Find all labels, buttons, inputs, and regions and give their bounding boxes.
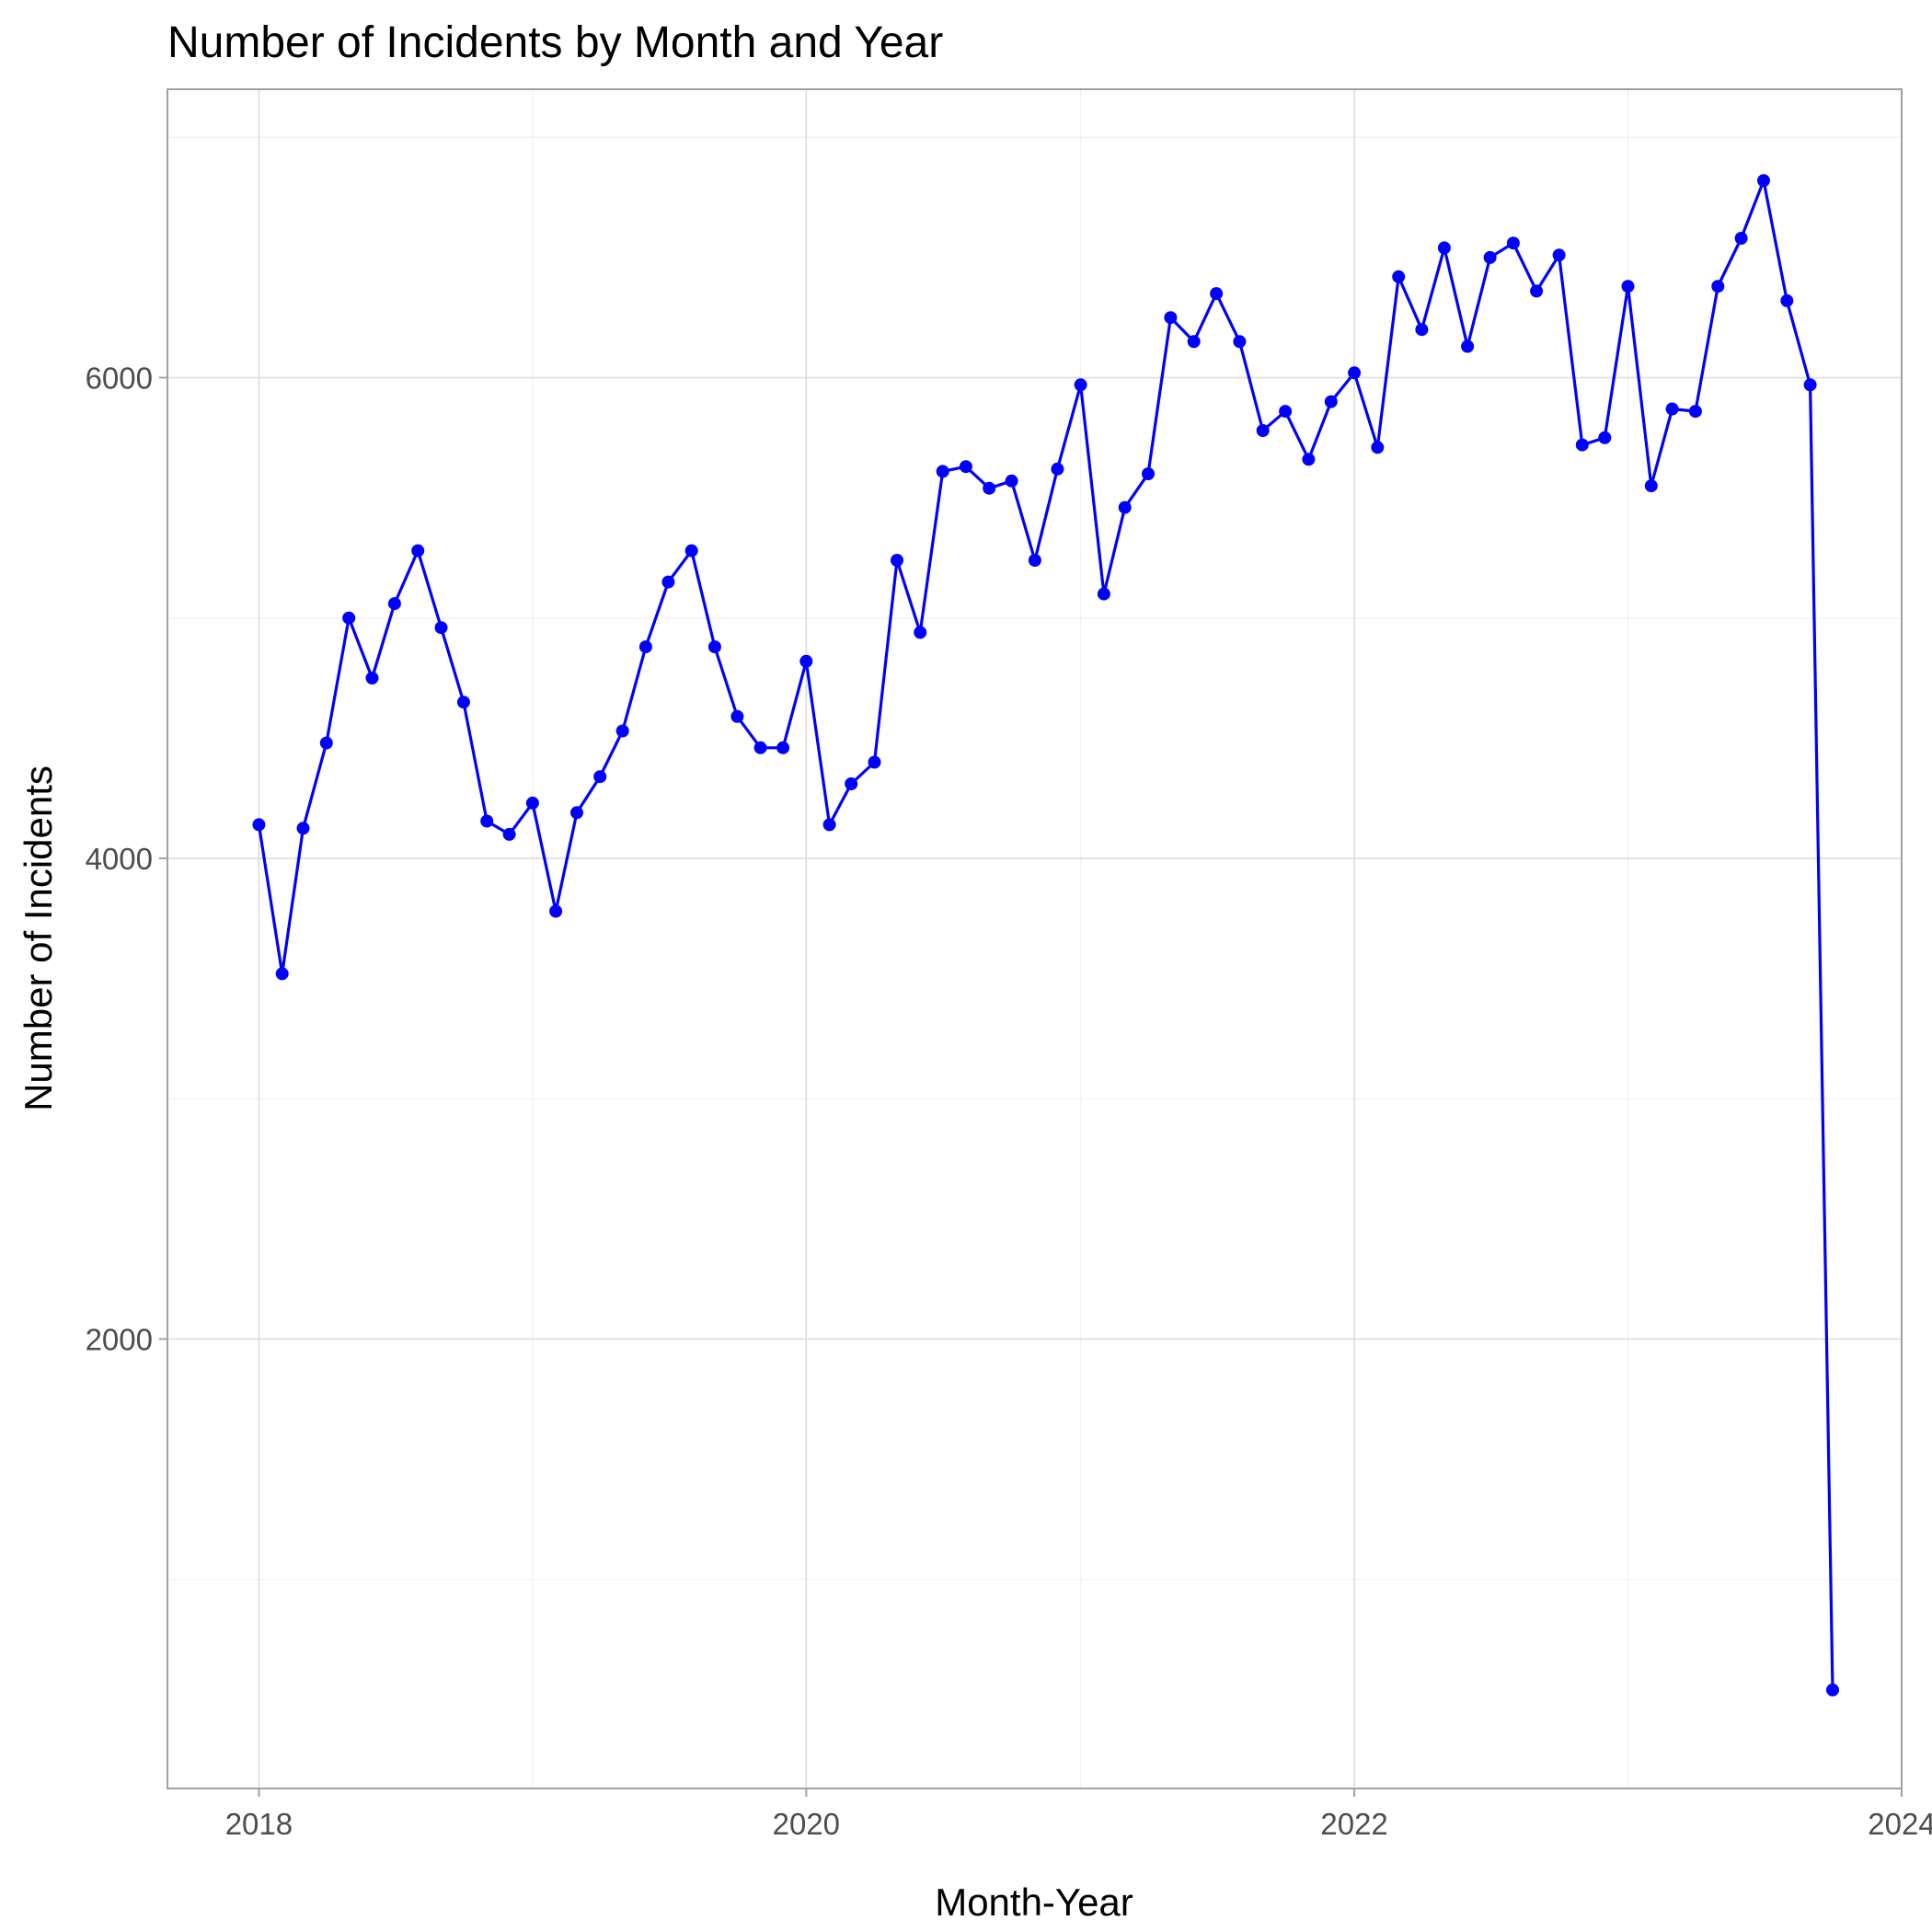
data-point xyxy=(1803,378,1817,392)
data-point xyxy=(296,822,310,835)
data-point xyxy=(365,672,379,684)
data-point xyxy=(1051,462,1064,476)
data-point xyxy=(1826,1683,1839,1696)
data-point xyxy=(868,755,881,769)
data-point xyxy=(1279,405,1293,419)
data-point xyxy=(593,770,607,784)
data-point xyxy=(1483,250,1497,264)
data-point xyxy=(480,814,494,828)
y-tick-labels: 2000 4000 6000 xyxy=(86,361,153,1356)
data-point xyxy=(1644,479,1658,493)
data-point xyxy=(1711,280,1725,293)
data-point xyxy=(845,777,858,790)
plot-panel xyxy=(167,88,1903,1789)
data-point xyxy=(983,481,996,495)
data-point xyxy=(661,575,675,589)
data-point xyxy=(1575,438,1589,452)
x-tick-label: 2024 xyxy=(1868,1807,1932,1841)
data-point xyxy=(1734,232,1748,245)
data-point xyxy=(1164,311,1178,325)
data-point xyxy=(959,460,972,474)
data-point xyxy=(730,709,744,723)
data-point xyxy=(1530,284,1544,298)
data-point xyxy=(615,724,629,738)
data-point xyxy=(891,554,903,567)
data-point xyxy=(1371,441,1385,454)
y-tick-label: 6000 xyxy=(86,361,153,395)
data-point xyxy=(799,654,813,668)
data-point xyxy=(1348,366,1362,380)
data-point xyxy=(638,640,652,654)
data-point xyxy=(1688,405,1702,419)
data-point xyxy=(1210,287,1224,301)
data-point xyxy=(1757,174,1770,188)
grid-layer xyxy=(159,89,1903,1797)
data-point xyxy=(1392,270,1406,283)
data-point xyxy=(252,818,266,832)
x-tick-labels: 2018 2020 2022 2024 xyxy=(225,1807,1932,1841)
data-point xyxy=(1302,453,1316,466)
data-point xyxy=(275,967,289,981)
y-tick-label: 2000 xyxy=(86,1322,153,1356)
data-point xyxy=(1074,378,1087,392)
chart-title: Number of Incidents by Month and Year xyxy=(167,18,943,67)
data-point xyxy=(411,544,425,558)
data-point xyxy=(707,640,721,654)
series-line xyxy=(257,178,1834,1690)
data-point xyxy=(1665,402,1679,416)
y-tick-label: 4000 xyxy=(86,842,153,876)
data-point xyxy=(914,626,927,639)
data-point xyxy=(936,465,949,478)
data-point xyxy=(1005,474,1018,488)
data-point xyxy=(1415,323,1429,337)
data-point xyxy=(570,806,583,820)
x-axis-title: Month-Year xyxy=(935,1880,1133,1924)
data-point xyxy=(525,796,539,810)
data-point xyxy=(1142,467,1155,480)
x-tick-label: 2018 xyxy=(225,1807,293,1841)
data-point xyxy=(1233,335,1247,349)
x-tick-label: 2022 xyxy=(1320,1807,1387,1841)
y-axis-title: Number of Incidents xyxy=(17,765,60,1111)
data-point xyxy=(502,827,516,841)
data-point xyxy=(1506,236,1520,250)
data-point xyxy=(1598,431,1612,444)
data-point xyxy=(434,621,448,635)
data-point xyxy=(1324,395,1338,408)
series-layer xyxy=(252,174,1839,1696)
data-point xyxy=(342,611,356,625)
data-point xyxy=(1028,554,1041,567)
data-point xyxy=(1461,339,1475,353)
data-point xyxy=(822,818,836,832)
data-point xyxy=(1256,424,1270,437)
data-point xyxy=(1437,241,1451,255)
data-point xyxy=(776,741,790,754)
data-point xyxy=(1780,293,1794,307)
data-point xyxy=(1118,500,1132,514)
data-point xyxy=(1552,248,1566,262)
data-point xyxy=(456,696,470,709)
data-point xyxy=(549,904,563,918)
data-point xyxy=(1097,587,1110,601)
data-point xyxy=(684,544,698,558)
data-point xyxy=(319,736,333,750)
data-point xyxy=(387,597,401,611)
data-point xyxy=(753,741,767,754)
x-tick-label: 2020 xyxy=(773,1807,840,1841)
data-point xyxy=(1187,335,1201,349)
data-point xyxy=(1621,280,1635,293)
